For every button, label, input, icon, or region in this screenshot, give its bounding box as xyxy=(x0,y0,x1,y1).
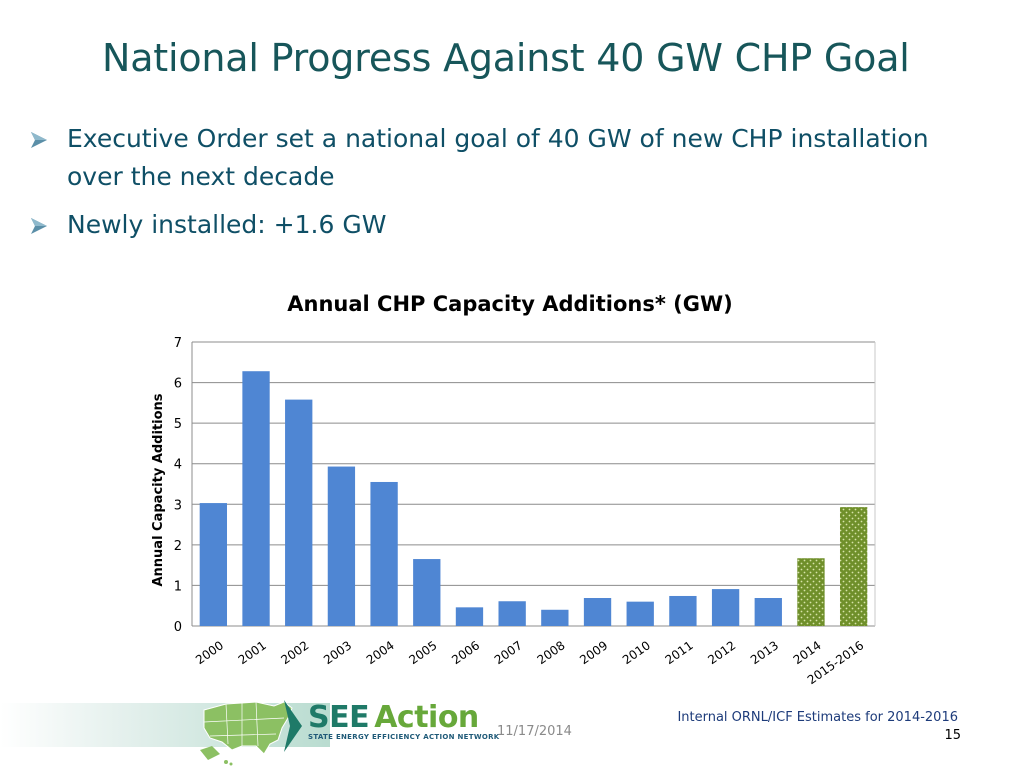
bar-estimate xyxy=(797,558,825,626)
bar xyxy=(626,601,654,626)
bullet-list: Executive Order set a national goal of 4… xyxy=(30,120,930,254)
bar xyxy=(285,399,313,626)
us-map-logo-icon xyxy=(200,700,302,766)
x-tick-layer: 2000 2001 2002 2003 2004 2005 2006 2007 2008 2009… xyxy=(193,638,866,687)
bar xyxy=(583,598,612,626)
x-tick-label: 2012 xyxy=(705,638,738,667)
bar xyxy=(370,481,398,626)
page-number: 15 xyxy=(944,728,961,743)
y-tick-label: 0 xyxy=(174,620,182,635)
bar xyxy=(498,601,526,626)
x-tick-label: 2005 xyxy=(406,638,439,667)
y-tick-label: 3 xyxy=(174,498,182,513)
y-tick-label: 7 xyxy=(174,336,182,351)
x-tick-label: 2008 xyxy=(535,638,568,667)
slide-date: 11/17/2014 xyxy=(497,724,572,739)
y-tick-label: 2 xyxy=(174,539,182,554)
x-tick-label: 2002 xyxy=(278,638,311,667)
x-tick-label: 2014 xyxy=(791,638,824,667)
x-tick-label: 2010 xyxy=(620,638,653,667)
arrow-bullet-icon xyxy=(31,218,47,234)
y-axis-label: Annual Capacity Additions xyxy=(151,393,166,586)
x-tick-label: 2009 xyxy=(577,638,610,667)
y-tick-label: 1 xyxy=(174,579,182,594)
bullet-item: Executive Order set a national goal of 4… xyxy=(30,120,930,196)
y-tick-label: 4 xyxy=(174,458,182,473)
bar xyxy=(199,503,228,626)
bullet-text: Newly installed: +1.6 GW xyxy=(67,210,387,239)
bullet-text: Executive Order set a national goal of 4… xyxy=(67,124,929,191)
logo-action-text: Action xyxy=(374,700,479,735)
x-tick-label: 2011 xyxy=(663,638,696,667)
x-tick-label: 2000 xyxy=(193,638,226,667)
bullet-item: Newly installed: +1.6 GW xyxy=(30,206,930,244)
logo-see-text: SEE xyxy=(308,700,370,735)
logo-subtitle: STATE ENERGY EFFICIENCY ACTION NETWORK xyxy=(308,733,500,741)
bar xyxy=(242,371,270,626)
y-tick-label: 6 xyxy=(174,377,182,392)
bar-layer xyxy=(199,371,868,626)
bar xyxy=(754,598,782,626)
bar-chart: Annual CHP Capacity Additions* (GW) Annu… xyxy=(151,292,876,687)
arrow-bullet-icon xyxy=(31,132,47,148)
bar xyxy=(413,559,441,626)
bar xyxy=(669,595,697,626)
x-tick-label: 2006 xyxy=(449,638,482,667)
y-tick-label: 5 xyxy=(174,417,182,432)
x-tick-label: 2003 xyxy=(321,638,354,667)
bar xyxy=(327,466,356,626)
bar xyxy=(711,589,740,626)
chart-container: Annual CHP Capacity Additions* (GW) Annu… xyxy=(140,280,900,700)
x-tick-label: 2004 xyxy=(364,638,397,667)
bar xyxy=(455,607,484,626)
estimate-note: Internal ORNL/ICF Estimates for 2014-201… xyxy=(677,710,958,725)
x-tick-label: 2013 xyxy=(748,638,781,667)
bar-estimate xyxy=(839,507,868,626)
chart-title: Annual CHP Capacity Additions* (GW) xyxy=(287,292,732,316)
y-tick-layer: 0 1 2 3 4 5 6 7 xyxy=(174,336,182,635)
x-tick-label: 2001 xyxy=(236,638,269,667)
slide-title: National Progress Against 40 GW CHP Goal xyxy=(102,36,910,80)
see-action-logo: SEE Action STATE ENERGY EFFICIENCY ACTIO… xyxy=(308,700,500,741)
x-tick-label: 2007 xyxy=(492,638,525,667)
bar xyxy=(541,609,569,626)
